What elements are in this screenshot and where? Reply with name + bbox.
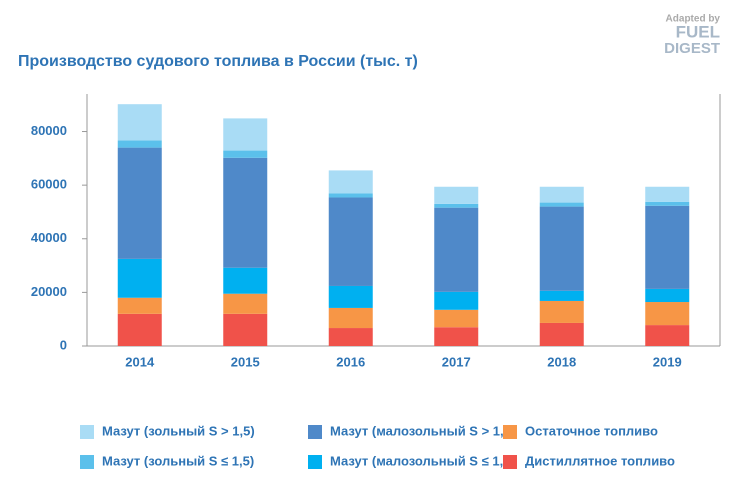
bar-segment: [328, 328, 373, 346]
bar-segment: [645, 302, 690, 326]
bar-segment: [645, 205, 690, 289]
bar-segment: [539, 322, 584, 346]
logo-text: DIGEST: [664, 40, 720, 57]
x-tick-label: 2016: [336, 354, 365, 369]
x-tick-label: 2017: [442, 354, 471, 369]
bar-segment: [223, 118, 268, 151]
logo-text: Adapted by: [666, 14, 721, 25]
bar-segment: [328, 197, 373, 286]
bar-segment: [223, 293, 268, 314]
bar-segment: [223, 157, 268, 268]
bar-segment: [434, 309, 479, 328]
bar-segment: [328, 307, 373, 329]
y-tick-label: 0: [60, 337, 67, 352]
x-tick-label: 2015: [231, 354, 260, 369]
legend-label: Остаточное топливо: [525, 423, 658, 438]
legend-swatch: [80, 425, 94, 439]
legend-label: Мазут (зольный S ≤ 1,5): [102, 453, 254, 468]
bar-segment: [539, 290, 584, 301]
bar-segment: [328, 285, 373, 308]
bar-segment: [539, 206, 584, 291]
bar-segment: [117, 313, 162, 346]
legend-label: Мазут (малозольный S > 1,5): [330, 423, 515, 438]
bar-segment: [117, 104, 162, 141]
legend-label: Мазут (зольный S > 1,5): [102, 423, 255, 438]
logo-text: FUEL: [676, 22, 720, 41]
x-tick-label: 2018: [547, 354, 576, 369]
bar-segment: [117, 140, 162, 148]
bar-segment: [223, 267, 268, 294]
x-tick-label: 2019: [653, 354, 682, 369]
bar-segment: [434, 186, 479, 204]
bar-segment: [434, 327, 479, 346]
legend-swatch: [308, 425, 322, 439]
y-tick-label: 80000: [31, 123, 67, 138]
bar-segment: [117, 147, 162, 259]
bar-segment: [539, 300, 584, 323]
bar-segment: [328, 170, 373, 194]
bar-segment: [434, 203, 479, 208]
bar-segment: [117, 297, 162, 314]
chart-title: Производство судового топлива в России (…: [18, 53, 418, 70]
y-tick-label: 20000: [31, 284, 67, 299]
bar-segment: [645, 325, 690, 346]
legend-swatch: [503, 455, 517, 469]
x-tick-label: 2014: [125, 354, 155, 369]
bar-segment: [434, 207, 479, 292]
bar-segment: [117, 258, 162, 298]
legend-swatch: [308, 455, 322, 469]
bar-segment: [645, 201, 690, 206]
y-tick-label: 60000: [31, 177, 67, 192]
bar-segment: [645, 186, 690, 202]
legend-swatch: [80, 455, 94, 469]
bar-segment: [539, 186, 584, 203]
legend-label: Дистиллятное топливо: [525, 453, 675, 468]
bar-segment: [223, 313, 268, 346]
legend-label: Мазут (малозольный S ≤ 1,5): [330, 453, 515, 468]
bar-segment: [645, 288, 690, 303]
bar-segment: [539, 202, 584, 207]
y-tick-label: 40000: [31, 230, 67, 245]
legend-swatch: [503, 425, 517, 439]
bar-segment: [434, 291, 479, 310]
bar-segment: [223, 150, 268, 158]
bar-segment: [328, 193, 373, 198]
